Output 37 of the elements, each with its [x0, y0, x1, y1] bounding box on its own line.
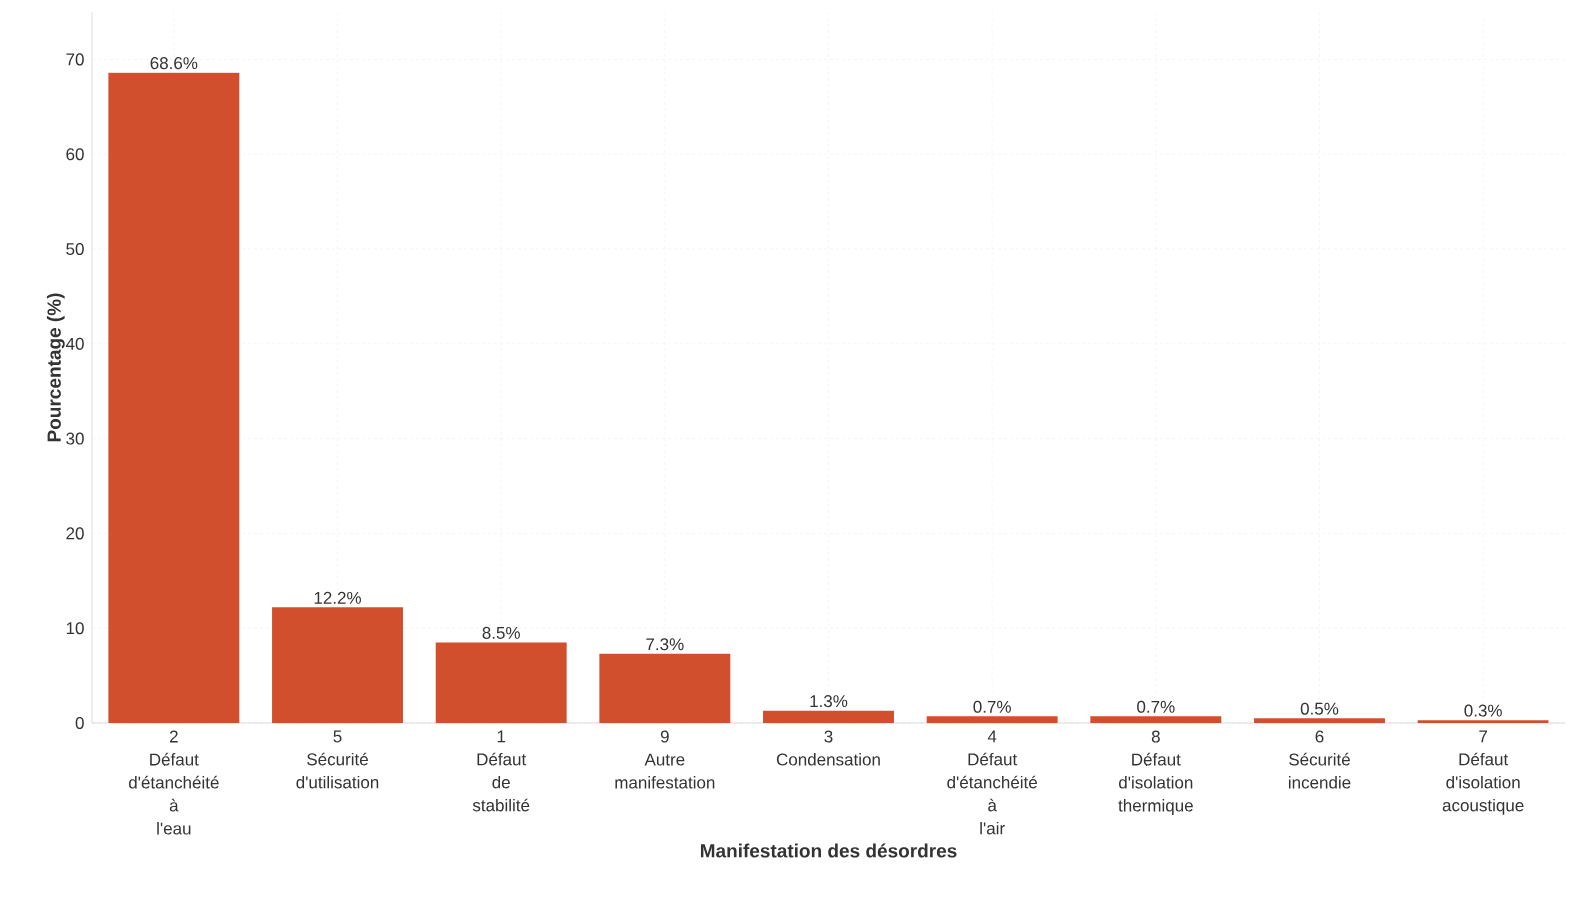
bar — [272, 607, 403, 723]
bar — [926, 716, 1058, 723]
y-tick-label: 10 — [66, 622, 84, 635]
x-tick-label: 1 Défaut de stabilité — [472, 730, 530, 812]
x-tick-label: 9 Autre manifestation — [615, 730, 715, 789]
data-label: 12.2% — [314, 591, 361, 604]
data-label: 68.6% — [150, 57, 198, 70]
x-tick-label: 7 Défaut d'isolation acoustique — [1442, 730, 1524, 815]
y-tick-label: 40 — [65, 337, 84, 350]
data-label: 0.7% — [1137, 700, 1175, 713]
data-label: 8.5% — [482, 626, 520, 639]
y-tick-label: 60 — [66, 148, 84, 161]
y-tick-label: 50 — [66, 242, 84, 256]
x-tick-label: 8 Défaut d'isolation thermique — [1118, 730, 1193, 815]
x-tick-label: 6 Sécurité incendie — [1288, 730, 1351, 789]
data-label: 0.5% — [1300, 702, 1339, 715]
bar — [1090, 716, 1222, 723]
data-label: 7.3% — [646, 638, 684, 651]
bar — [763, 710, 894, 723]
y-tick-label: 70 — [66, 53, 84, 66]
y-tick-label: 30 — [66, 432, 84, 445]
bar — [1417, 720, 1549, 723]
y-tick-label: 0 — [75, 716, 84, 730]
bar — [599, 653, 731, 723]
data-label: 0.7% — [973, 700, 1011, 713]
x-axis-title: Manifestation des désordres — [700, 843, 957, 858]
bar — [1254, 718, 1385, 723]
data-label: 0.3% — [1464, 704, 1502, 717]
data-label: 1.3% — [810, 695, 848, 708]
bar — [108, 72, 240, 723]
y-axis-title: Pourcentage (%) — [46, 293, 65, 442]
bar — [435, 642, 567, 723]
x-tick-label: 2 Défaut d'étanchéité à l'eau — [128, 730, 219, 835]
x-tick-label: 3 Condensation — [776, 730, 880, 766]
x-tick-label: 4 Défaut d'étanchéité à l'air — [947, 730, 1037, 835]
x-tick-label: 5 Sécurité d'utilisation — [296, 730, 379, 789]
y-tick-label: 20 — [66, 527, 84, 540]
